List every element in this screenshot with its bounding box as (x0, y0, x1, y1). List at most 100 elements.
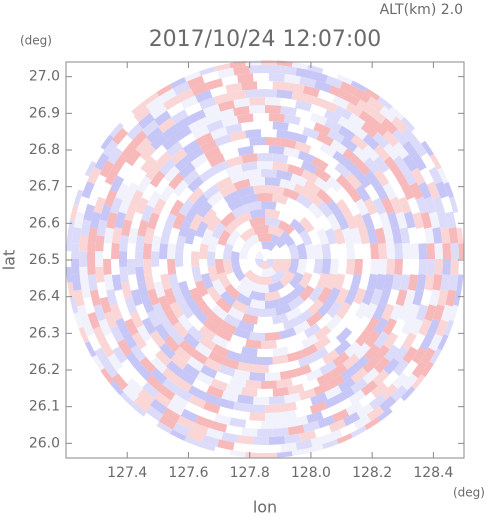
radar-cell (265, 372, 281, 382)
radar-cell (283, 146, 301, 159)
radar-cell (362, 356, 380, 374)
radar-cell (212, 343, 230, 358)
radar-cell (265, 331, 281, 341)
radar-cell (353, 88, 372, 104)
radar-cell (256, 160, 274, 170)
radar-cell (275, 202, 292, 215)
radar-cell (295, 193, 313, 209)
radar-cell (73, 211, 85, 229)
radar-cell (198, 177, 216, 193)
radar-cell (115, 182, 130, 201)
radar-cell (169, 301, 184, 319)
radar-cell (307, 272, 321, 290)
radar-cell (402, 168, 417, 186)
radar-cell (395, 289, 408, 307)
radar-cell (118, 196, 132, 214)
radar-cell (89, 289, 102, 307)
radar-cell (339, 81, 358, 96)
radar-cell (131, 370, 148, 388)
radar-cell (393, 331, 408, 349)
radar-cell (249, 331, 265, 341)
radar-cell (146, 374, 164, 392)
radar-cell (162, 134, 180, 151)
radar-cell (295, 100, 312, 112)
radar-cell (340, 365, 358, 382)
radar-cell (421, 139, 437, 157)
radar-cell (383, 357, 400, 375)
radar-cell (257, 233, 273, 242)
radar-cell (381, 303, 395, 321)
radar-cell (126, 243, 136, 259)
radar-cell (440, 274, 451, 291)
radar-cell (322, 153, 340, 169)
radar-cell (391, 182, 406, 200)
radar-cell (229, 130, 247, 142)
radar-cell (202, 70, 220, 84)
radar-cell (458, 243, 464, 259)
radar-cell (288, 207, 305, 223)
radar-cell (92, 174, 107, 192)
y-axis-label: lat (0, 250, 19, 271)
radar-cell (79, 235, 89, 252)
radar-cell (279, 138, 297, 149)
radar-cell (130, 344, 146, 362)
radar-cell (319, 360, 337, 376)
radar-cell (280, 442, 297, 453)
radar-cell (97, 132, 114, 150)
radar-cell (389, 397, 407, 414)
radar-cell (299, 216, 315, 233)
radar-cell (416, 274, 427, 291)
radar-cell (183, 259, 193, 275)
radar-cell (245, 419, 262, 429)
radar-cell (103, 259, 112, 275)
radar-cell (210, 378, 228, 392)
radar-cell (177, 314, 194, 332)
radar-cell (150, 133, 168, 151)
radar-cell (248, 241, 263, 255)
radar-cell (147, 288, 160, 306)
radar-cell (320, 405, 339, 419)
radar-cell (334, 398, 353, 413)
radar-cell (137, 219, 149, 237)
radar-cell (424, 196, 437, 214)
radar-cell (107, 353, 123, 371)
radar-cell (326, 213, 341, 231)
radar-cell (104, 189, 118, 207)
radar-cell (400, 114, 418, 132)
radar-cell (296, 259, 307, 276)
radar-cell (310, 112, 328, 126)
y-tick-label: 26.1 (29, 399, 60, 415)
radar-cell (198, 335, 216, 351)
radar-cell (224, 283, 241, 300)
radar-cell (239, 227, 256, 242)
radar-cell (248, 104, 265, 114)
radar-cell (146, 310, 162, 328)
radar-cell (203, 401, 221, 414)
radar-cell (126, 259, 136, 275)
radar-cell (252, 283, 270, 294)
radar-cell (172, 288, 186, 306)
radar-cell (182, 363, 200, 379)
radar-cell (325, 429, 343, 443)
radar-cell (131, 332, 147, 350)
radar-cell (402, 140, 419, 159)
radar-cell (261, 200, 277, 210)
radar-cell (370, 212, 383, 230)
radar-cell (387, 289, 400, 307)
radar-cell (389, 104, 407, 121)
radar-cell (336, 186, 353, 204)
radar-cell (265, 298, 281, 310)
radar-cell (337, 387, 355, 402)
radar-cell (261, 88, 277, 98)
radar-cell (106, 289, 118, 306)
radar-cell (458, 259, 464, 275)
radar-cell (233, 138, 251, 149)
radar-cell (257, 193, 273, 202)
radar-cell (345, 102, 364, 118)
radar-cell (389, 303, 404, 322)
radar-cell (237, 73, 254, 83)
radar-cell (81, 181, 95, 199)
x-axis-label: lon (253, 498, 277, 517)
radar-cell (280, 105, 297, 117)
